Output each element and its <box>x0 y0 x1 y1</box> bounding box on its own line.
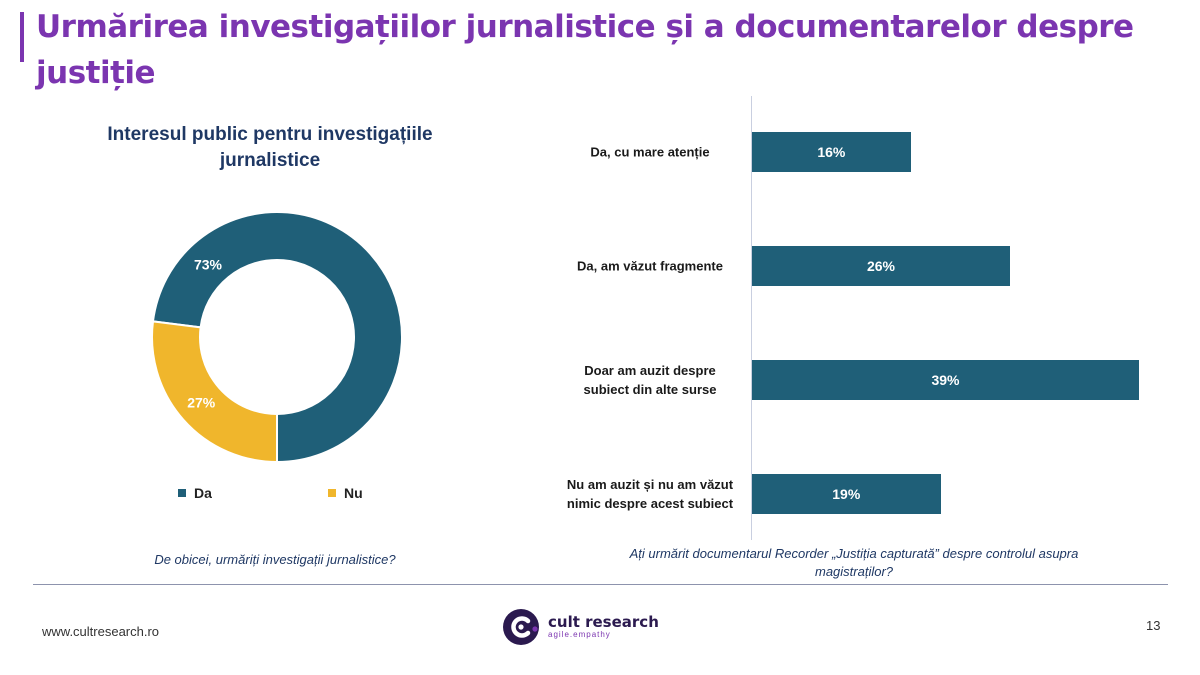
bar-value-label: 16% <box>817 144 846 160</box>
donut-value-label-nu: 27% <box>187 394 216 410</box>
legend-item-nu: Nu <box>328 485 363 501</box>
cult-research-logo-icon <box>503 609 539 645</box>
bar-question-caption: Ați urmărit documentarul Recorder „Justi… <box>629 546 1079 579</box>
brand-name: cult research <box>548 613 659 631</box>
donut-value-label-da: 73% <box>194 257 223 273</box>
bar-category-label: Da, cu mare atenție <box>590 144 710 160</box>
legend-swatch-da <box>178 489 186 497</box>
donut-slice-nu <box>151 320 278 464</box>
bar-category-label: Nu am auzit și nu am văzut nimic despre … <box>566 477 734 511</box>
footer-divider <box>33 584 1168 585</box>
donut-chart-title: Interesul public pentru investigațiile j… <box>107 124 433 171</box>
legend-label-nu: Nu <box>344 485 363 501</box>
bar-value-label: 19% <box>832 486 861 502</box>
bar-value-label: 39% <box>931 372 960 388</box>
legend-swatch-nu <box>328 489 336 497</box>
bar: 39% <box>752 360 1139 400</box>
brand-tagline: agile.empathy <box>548 630 611 639</box>
bar-category-label: Doar am auzit despre subiect din alte su… <box>583 363 717 397</box>
bar: 19% <box>752 474 941 514</box>
bar-chart-axis <box>751 96 752 540</box>
donut-question-caption: De obicei, urmăriți investigații jurnali… <box>154 552 396 567</box>
donut-chart: 73% 27% <box>151 211 403 464</box>
page-number: 13 <box>1146 618 1161 633</box>
bar: 26% <box>752 246 1010 286</box>
legend-item-da: Da <box>178 485 212 501</box>
bar-category-label: Da, am văzut fragmente <box>577 258 723 274</box>
bar-chart: Da, cu mare atenție 16% Da, am văzut fragm… <box>560 96 1180 540</box>
website-link[interactable]: www.cultresearch.ro <box>42 624 160 639</box>
page-title: Urmărirea investigațiilor jurnalistice ș… <box>36 9 1134 91</box>
bar-value-label: 26% <box>866 258 896 274</box>
legend-label-da: Da <box>194 485 212 501</box>
donut-slice-da <box>151 211 403 464</box>
bar: 16% <box>752 132 911 172</box>
title-accent-bar <box>20 12 24 62</box>
brand-logo: cult research agile.empathy <box>502 608 659 646</box>
